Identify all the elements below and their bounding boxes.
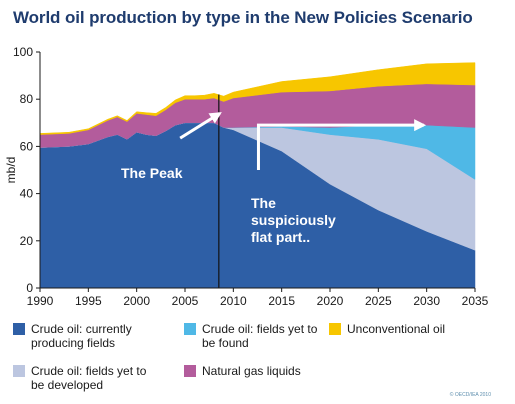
annotation-flat-part-line: The: [251, 195, 276, 211]
flat-part-arrow: [256, 119, 427, 170]
x-tick-label: 2015: [268, 294, 295, 308]
y-tick-label: 80: [20, 92, 34, 106]
area-series-4: [39, 62, 476, 135]
x-tick-label: 1990: [27, 294, 54, 308]
x-tick-label: 2005: [172, 294, 199, 308]
annotation-the-peak: The Peak: [121, 165, 183, 181]
y-tick-label: 60: [20, 139, 34, 153]
x-tick-label: 1995: [75, 294, 102, 308]
y-tick-label: 20: [20, 234, 34, 248]
y-axis-label: mb/d: [4, 157, 18, 184]
annotation-flat-part-line: flat part..: [251, 229, 310, 245]
x-tick-label: 2025: [365, 294, 392, 308]
annotation-flat-part-line: suspiciously: [251, 212, 336, 228]
y-tick-label: 0: [26, 281, 33, 295]
x-tick-label: 2000: [123, 294, 150, 308]
peak-arrow: [179, 112, 222, 140]
credit: © OECD/IEA 2010: [449, 392, 491, 398]
x-tick-label: 2020: [317, 294, 344, 308]
x-tick-label: 2030: [413, 294, 440, 308]
chart-title: World oil production by type in the New …: [13, 8, 473, 27]
x-tick-label: 2010: [220, 294, 247, 308]
y-tick-label: 40: [20, 187, 34, 201]
y-tick-label: 100: [13, 45, 33, 59]
x-tick-label: 2035: [462, 294, 489, 308]
